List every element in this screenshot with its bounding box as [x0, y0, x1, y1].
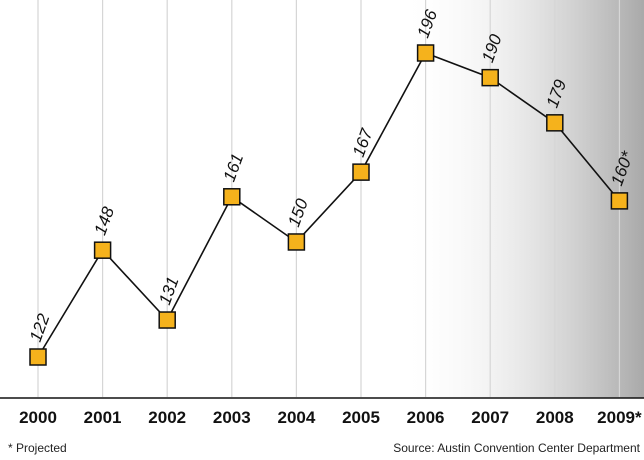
footnote: * Projected: [8, 441, 67, 455]
x-tick-label: 2006: [407, 408, 445, 427]
background-photo: [400, 0, 644, 398]
data-label: 161: [220, 151, 248, 184]
data-label: 131: [155, 274, 183, 307]
x-tick-label: 2004: [277, 408, 315, 427]
marker: [93, 241, 112, 259]
x-tick-label: 2000: [19, 408, 57, 427]
x-tick-label: 2001: [84, 408, 122, 427]
x-tick-label: 2007: [471, 408, 509, 427]
marker: [29, 348, 47, 366]
source: Source: Austin Convention Center Departm…: [393, 441, 640, 455]
x-tick-label: 2009*: [597, 408, 642, 427]
data-label: 150: [284, 196, 312, 230]
marker: [416, 44, 435, 62]
x-tick-label: 2002: [148, 408, 186, 427]
marker: [223, 188, 241, 206]
marker: [287, 233, 306, 251]
line: [37, 52, 621, 358]
data-label: 148: [91, 204, 119, 238]
x-tick-label: 2003: [213, 408, 251, 427]
marker: [158, 311, 176, 329]
marker: [610, 192, 629, 210]
marker: [352, 163, 370, 181]
marker: [546, 114, 564, 132]
marker: [481, 68, 499, 87]
data-label: 167: [349, 126, 377, 160]
x-tick-label: 2008: [536, 408, 574, 427]
x-tick-label: 2005: [342, 408, 380, 427]
